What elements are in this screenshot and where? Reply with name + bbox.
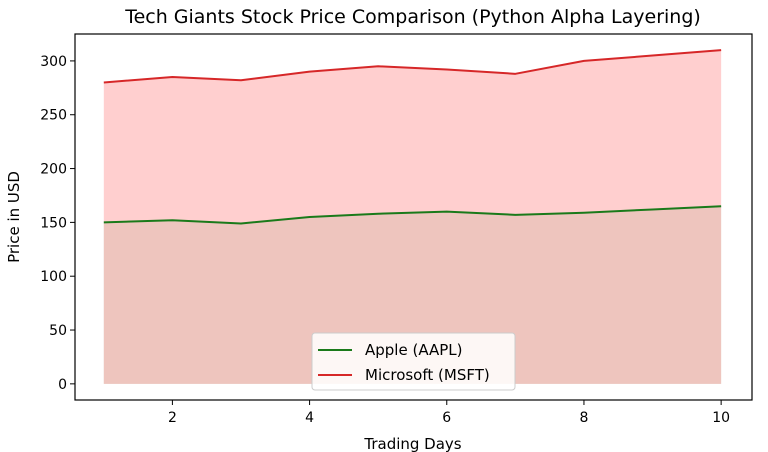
y-tick-label: 250 <box>40 108 67 124</box>
y-tick-label: 0 <box>58 377 67 393</box>
series-line-0 <box>103 205 722 225</box>
y-tick-label: 200 <box>40 162 67 178</box>
y-tick-label: 300 <box>40 54 67 70</box>
series-line-1 <box>103 49 722 84</box>
y-axis-label: Price in USD <box>5 171 23 263</box>
legend: Apple (AAPL) Microsoft (MSFT) <box>311 332 516 391</box>
plot-frame <box>74 33 753 401</box>
y-axis-ticks: 0 50 100 150 200 250 300 <box>40 54 75 393</box>
y-tick-label: 150 <box>40 215 67 231</box>
series-fills <box>103 50 722 384</box>
series-lines <box>103 49 722 225</box>
chart-title: Tech Giants Stock Price Comparison (Pyth… <box>124 6 701 28</box>
legend-box <box>311 332 516 391</box>
x-axis-ticks: 2 4 6 8 10 <box>168 400 730 426</box>
legend-label-microsoft: Microsoft (MSFT) <box>365 366 490 384</box>
y-tick-label: 100 <box>40 269 67 285</box>
y-tick-label: 50 <box>49 323 67 339</box>
x-tick-label: 10 <box>712 410 730 426</box>
x-tick-label: 6 <box>442 410 451 426</box>
legend-label-apple: Apple (AAPL) <box>365 341 463 359</box>
x-tick-label: 2 <box>168 410 177 426</box>
x-tick-label: 8 <box>579 410 588 426</box>
x-tick-label: 4 <box>305 410 314 426</box>
series-fill-1 <box>103 50 722 384</box>
x-axis-label: Trading Days <box>363 435 461 452</box>
